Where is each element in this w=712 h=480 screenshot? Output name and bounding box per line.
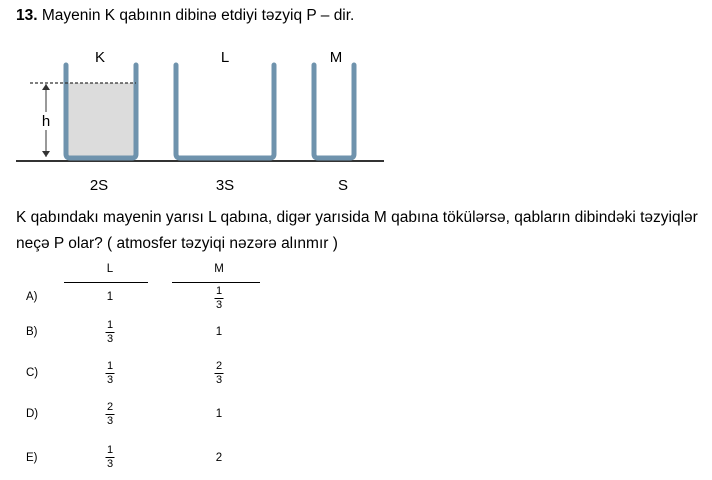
option-c-m-den: 3: [215, 374, 223, 386]
table-header-m: M: [214, 263, 224, 275]
option-a-m: 1 3: [214, 285, 224, 311]
container-m-area: S: [338, 177, 348, 194]
option-e-m: 2: [215, 452, 223, 464]
fraction-bar: [214, 298, 224, 299]
question-text: K qabındakı mayenin yarısı L qabına, dig…: [16, 209, 698, 252]
container-k-label: K: [95, 49, 105, 66]
question-title-text: Mayenin K qabının dibinə etdiyi təzyiq P…: [41, 7, 355, 24]
option-b-m: 1: [215, 326, 223, 338]
arrow-down-icon: [42, 151, 50, 157]
option-c-l-den: 3: [106, 374, 114, 386]
option-b-l: 1 3: [105, 319, 115, 345]
container-m: [311, 62, 357, 161]
container-k: [63, 62, 139, 161]
option-a-m-num: 1: [215, 285, 223, 297]
fraction-bar: [214, 373, 224, 374]
container-k-liquid: [66, 83, 136, 157]
option-c-m-num: 2: [215, 360, 223, 372]
option-c-label[interactable]: C): [26, 367, 39, 379]
option-d-l-den: 3: [106, 415, 114, 427]
height-label-bg: [38, 112, 54, 130]
fraction-bar: [105, 457, 115, 458]
option-d-label[interactable]: D): [26, 408, 39, 420]
option-b-l-num: 1: [106, 319, 114, 331]
fraction-bar: [105, 373, 115, 374]
containers-figure: h K L M 2S 3S S: [16, 49, 384, 194]
container-m-label: M: [330, 49, 343, 66]
option-c-l: 1 3: [105, 360, 115, 386]
option-a-label[interactable]: A): [26, 291, 38, 303]
fraction-bar: [105, 332, 115, 333]
container-l: [173, 62, 277, 161]
option-c-m: 2 3: [214, 360, 224, 386]
container-k-area: 2S: [90, 177, 108, 194]
option-e-l-den: 3: [106, 458, 114, 470]
option-b-l-den: 3: [106, 333, 114, 345]
option-d-l: 2 3: [105, 401, 115, 427]
option-e-l-num: 1: [106, 444, 114, 456]
container-l-area: 3S: [216, 177, 234, 194]
table-header-l: L: [106, 263, 114, 275]
question-title: 13. Mayenin K qabının dibinə etdiyi təzy…: [16, 7, 354, 25]
option-d-m: 1: [215, 408, 223, 420]
height-label: h: [42, 113, 50, 130]
container-l-label: L: [221, 49, 229, 66]
option-c-l-num: 1: [106, 360, 114, 372]
option-a-m-den: 3: [215, 299, 223, 311]
option-a-l: 1: [106, 291, 114, 303]
fraction-bar: [105, 414, 115, 415]
arrow-up-icon: [42, 84, 50, 90]
table-header-underline-l: [64, 282, 148, 283]
question-number: 13.: [16, 7, 38, 24]
option-e-label[interactable]: E): [26, 452, 38, 464]
option-e-l: 1 3: [105, 444, 115, 470]
option-d-l-num: 2: [106, 401, 114, 413]
option-b-label[interactable]: B): [26, 326, 38, 338]
table-header-underline-m: [172, 282, 260, 283]
